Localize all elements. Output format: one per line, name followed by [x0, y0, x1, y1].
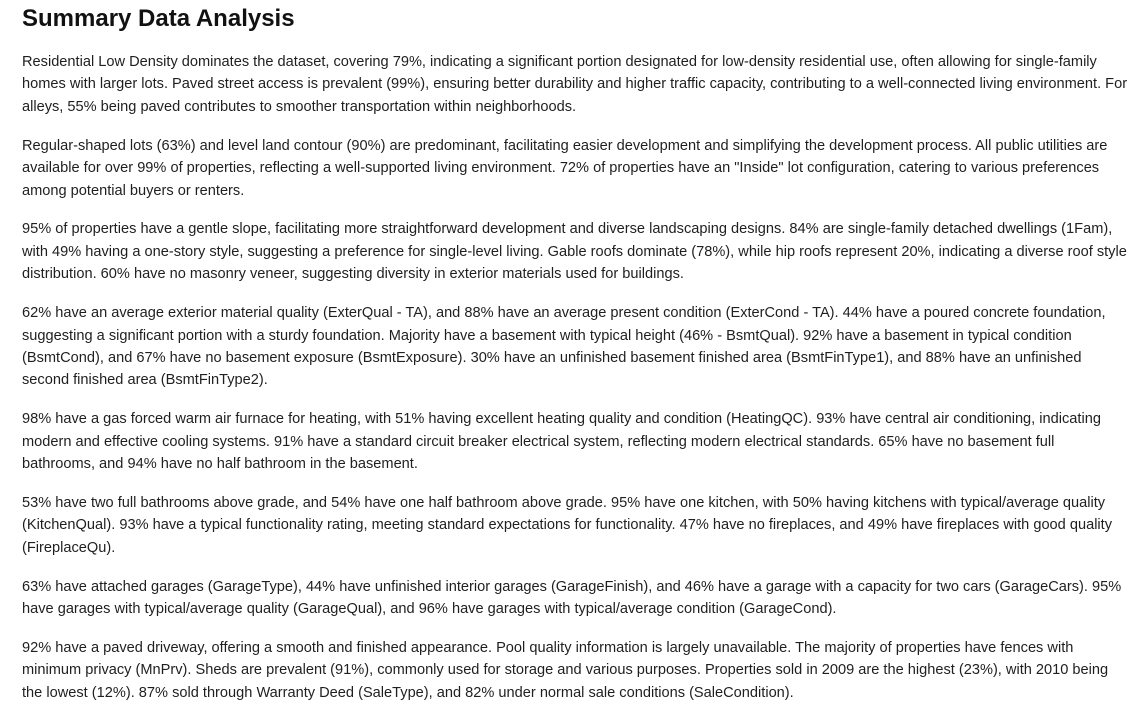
paragraph-zoning-access: Residential Low Density dominates the da…: [22, 54, 1128, 115]
paragraph-exterior-basement: 62% have an average exterior material qu…: [22, 305, 1106, 389]
paragraph-garage: 63% have attached garages (GarageType), …: [22, 578, 1122, 618]
paragraph-driveway-sales: 92% have a paved driveway, offering a sm…: [22, 640, 1109, 701]
paragraph-bathrooms-kitchen: 53% have two full bathrooms above grade,…: [22, 495, 1113, 556]
page-title: Summary Data Analysis: [22, 5, 295, 32]
paragraph-heating-electrical: 98% have a gas forced warm air furnace f…: [22, 411, 1101, 473]
paragraph-slope-dwelling-roof: 95% of properties have a gentle slope, f…: [22, 221, 1127, 283]
paragraph-lot-shape-utilities: Regular-shaped lots (63%) and level land…: [22, 137, 1108, 199]
